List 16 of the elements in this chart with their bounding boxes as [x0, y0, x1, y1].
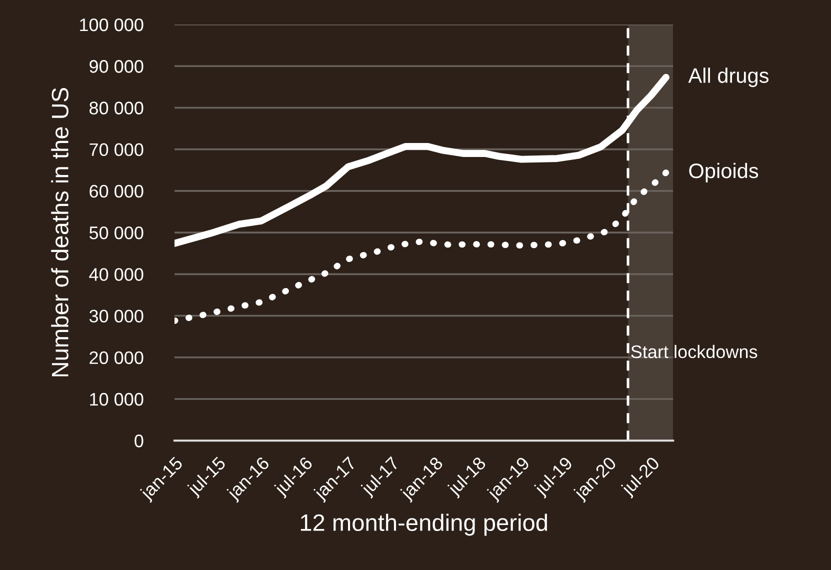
- series-label: All drugs: [688, 68, 769, 88]
- y-tick-label: 10 000: [90, 392, 144, 406]
- y-tick-label: 20 000: [90, 351, 144, 364]
- y-tick-label: 80 000: [90, 102, 144, 114]
- series-label: Opioids: [689, 162, 758, 182]
- y-tick-label: 50 000: [89, 226, 144, 240]
- y-tick-label: 70 000: [90, 143, 144, 156]
- y-tick-label: 90 000: [90, 60, 144, 73]
- y-tick-label: 30 000: [89, 310, 144, 322]
- x-axis-title: 12 month-ending period: [300, 514, 547, 536]
- y-tick-label: 100 000: [80, 18, 144, 32]
- ref-line-label: Start lockdowns: [631, 344, 758, 358]
- y-tick-label: 0: [134, 434, 144, 448]
- y-tick-label: 40 000: [89, 268, 144, 281]
- y-axis-title: Number of deaths in the US: [51, 88, 68, 376]
- y-tick-label: 60 000: [90, 184, 144, 198]
